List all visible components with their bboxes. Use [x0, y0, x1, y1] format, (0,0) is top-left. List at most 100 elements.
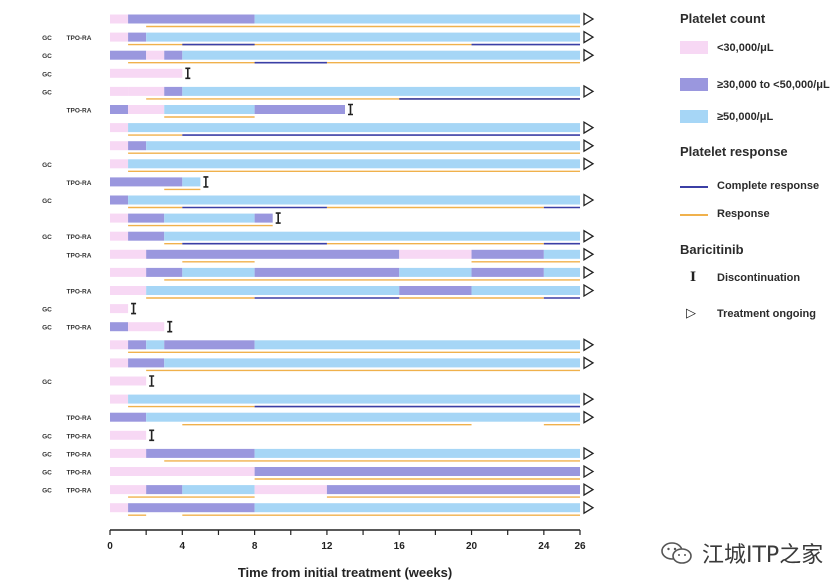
- platelet-bar-mid: [254, 267, 400, 277]
- patient-row: GC TPO-RA: [42, 482, 595, 498]
- platelet-bar-low: [110, 231, 129, 241]
- legend-swatch-high: [680, 110, 708, 123]
- patient-row: [110, 139, 595, 154]
- tpo-ra-label: TPO-RA: [67, 289, 92, 296]
- patient-row: [110, 392, 595, 408]
- treatment-ongoing-icon: [583, 265, 595, 280]
- platelet-bar-high: [399, 267, 472, 277]
- platelet-bar-mid: [128, 358, 165, 368]
- platelet-bar-mid: [128, 503, 255, 513]
- platelet-bar-low: [110, 86, 129, 96]
- platelet-bar-low: [110, 141, 129, 151]
- platelet-bar-low: [110, 213, 129, 223]
- x-axis-ticks: 0 4 8 12 16 20 24 26: [107, 530, 586, 552]
- x-tick-label: 26: [574, 541, 586, 552]
- patient-row: GC TPO-RA: [42, 30, 595, 46]
- platelet-bar-low: [110, 376, 147, 386]
- platelet-bar-high: [128, 123, 581, 133]
- treatment-ongoing-icon: [583, 338, 595, 352]
- tpo-ra-label: TPO-RA: [67, 234, 92, 241]
- treatment-ongoing-icon: [583, 283, 595, 298]
- treatment-ongoing-icon: [583, 356, 595, 370]
- platelet-bar-mid: [110, 105, 129, 114]
- platelet-bar-high: [164, 231, 580, 241]
- wechat-icon: [661, 542, 692, 564]
- platelet-bar-low: [128, 86, 165, 96]
- platelet-bar-mid: [254, 213, 273, 223]
- tpo-ra-label: TPO-RA: [67, 433, 92, 440]
- platelet-bar-mid: [110, 322, 129, 332]
- platelet-bar-mid: [110, 195, 129, 205]
- treatment-ongoing-icon: [583, 12, 595, 26]
- patient-row: [110, 120, 595, 136]
- platelet-bar-high: [146, 412, 580, 422]
- treatment-ongoing-icon: [583, 501, 595, 515]
- gc-label: GC: [42, 325, 52, 332]
- platelet-bar-high: [254, 340, 580, 350]
- patient-row: GC: [42, 84, 595, 100]
- patient-row: TPO-RA: [67, 283, 595, 299]
- x-tick-label: 12: [321, 541, 333, 552]
- legend-heading-baricitinib: Baricitinib: [680, 242, 744, 257]
- gc-label: GC: [42, 71, 52, 78]
- legend-line-complete-response: [680, 186, 708, 188]
- platelet-bar-low: [110, 304, 129, 314]
- discontinuation-icon: [167, 320, 173, 333]
- platelet-bar-mid: [110, 412, 147, 422]
- platelet-bar-low: [128, 105, 165, 114]
- platelet-bar-mid: [399, 286, 472, 295]
- platelet-bar-low: [110, 267, 147, 277]
- gc-label: GC: [42, 488, 52, 495]
- discontinuation-icon: I: [690, 270, 697, 285]
- patient-row: [110, 338, 595, 353]
- patient-row: TPO-RA: [67, 410, 595, 426]
- platelet-bar-mid: [146, 448, 255, 458]
- legend-heading-platelet-response: Platelet response: [680, 144, 788, 159]
- patient-row: GC TPO-RA: [42, 429, 155, 442]
- platelet-bar-low: [128, 322, 165, 332]
- patient-row: [110, 356, 595, 372]
- patient-row: TPO-RA: [67, 103, 353, 118]
- platelet-bar-mid: [254, 105, 345, 114]
- gc-label: GC: [42, 470, 52, 477]
- platelet-bar-low: [110, 249, 147, 259]
- platelet-bar-mid: [471, 267, 544, 277]
- platelet-bar-low: [110, 123, 129, 133]
- platelet-bar-high: [164, 213, 255, 223]
- legend-swatch-mid: [680, 78, 708, 91]
- platelet-bar-mid: [128, 213, 165, 223]
- platelet-bar-mid: [471, 249, 544, 259]
- platelet-bar-high: [471, 286, 580, 295]
- x-axis: 0 4 8 12 16 20 24 26 Time from initial treatmen…: [107, 529, 586, 580]
- tpo-ra-label: TPO-RA: [67, 35, 92, 42]
- tpo-ra-label: TPO-RA: [67, 325, 92, 332]
- platelet-bar-low: [110, 430, 147, 440]
- platelet-bar-high: [128, 159, 581, 169]
- watermark: 江城ITP之家: [660, 538, 823, 568]
- tpo-ra-label: TPO-RA: [67, 415, 92, 422]
- platelet-bar-mid: [128, 32, 147, 42]
- platelet-bar-high: [182, 267, 255, 277]
- platelet-bar-mid: [146, 249, 400, 259]
- x-tick-label: 0: [107, 541, 113, 552]
- treatment-ongoing-icon: [583, 446, 595, 461]
- gc-label: GC: [42, 162, 52, 169]
- treatment-ongoing-icon: ▷: [686, 306, 696, 321]
- platelet-bar-low: [110, 68, 183, 78]
- discontinuation-icon: [149, 375, 155, 387]
- patient-row: [110, 212, 281, 227]
- legend-label-mid: ≥30,000 to <50,000/μL: [717, 79, 830, 91]
- patient-row: GC TPO-RA: [42, 320, 173, 333]
- patient-row: GC TPO-RA: [42, 464, 595, 480]
- platelet-bar-high: [164, 105, 255, 114]
- gc-label: GC: [42, 451, 52, 458]
- treatment-ongoing-icon: [583, 247, 595, 261]
- platelet-bar-mid: [128, 340, 147, 350]
- treatment-ongoing-icon: [583, 120, 595, 135]
- x-tick-label: 4: [180, 541, 186, 552]
- gc-label: GC: [42, 198, 52, 205]
- platelet-bar-high: [254, 448, 580, 458]
- discontinuation-icon: [203, 176, 209, 188]
- patient-row: GC: [42, 302, 137, 315]
- platelet-bar-high: [146, 286, 400, 295]
